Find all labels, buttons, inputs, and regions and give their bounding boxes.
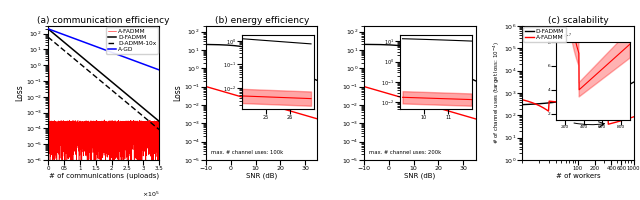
A-GD [77,40,85,42]
Text: max. # channel uses: 200k: max. # channel uses: 200k [369,150,441,155]
D-FADMM [611,94,618,96]
A-GD [68,37,76,39]
D-FADMM [156,120,163,123]
A-FADMM [46,131,54,134]
A-FADMM [102,124,110,126]
Legend: D-FADMM, A-FADMM: D-FADMM, A-FADMM [524,27,566,42]
A-FADMM [630,116,637,118]
Line: A-GD: A-GD [48,29,159,70]
D-FADMM [614,91,621,93]
A-GD [156,69,163,71]
Line: D-FADMM: D-FADMM [48,29,159,121]
D-FADMM [630,81,637,83]
D-FADMM [616,89,624,91]
D-FADMM [46,29,54,31]
A-FADMM [68,127,76,130]
A-GD [102,49,109,51]
A-FADMM [156,135,163,138]
X-axis label: SNR (dB): SNR (dB) [246,173,277,179]
Text: $\times10^5$: $\times10^5$ [141,189,159,199]
D-FADMM [611,93,618,96]
Y-axis label: # of channel uses (target loss: 10$^{-4}$): # of channel uses (target loss: 10$^{-4}… [492,42,502,144]
A-GD [44,28,52,30]
D-ADMM-10x [68,56,76,58]
A-FADMM [77,121,85,124]
A-FADMM [518,99,526,101]
A-FADMM [611,121,618,124]
D-FADMM [77,55,85,58]
D-FADMM [44,28,52,30]
X-axis label: SNR (dB): SNR (dB) [404,173,435,179]
D-FADMM [102,76,110,79]
Y-axis label: Loss: Loss [15,85,24,101]
Line: D-FADMM: D-FADMM [522,82,634,105]
A-FADMM [44,28,52,30]
Text: max. # channel uses: 100k: max. # channel uses: 100k [211,150,283,155]
D-ADMM-10x [156,129,163,131]
D-ADMM-10x [102,84,110,87]
D-FADMM [629,81,637,84]
D-ADMM-10x [102,84,109,86]
A-FADMM [102,132,109,134]
D-FADMM [518,103,526,106]
A-GD [102,49,110,52]
X-axis label: # of workers: # of workers [556,173,600,179]
D-ADMM-10x [77,63,85,66]
Y-axis label: Loss: Loss [173,85,182,101]
D-FADMM [68,48,76,50]
D-FADMM [102,75,109,78]
A-GD [46,28,54,31]
Title: (a) communication efficiency: (a) communication efficiency [37,16,170,25]
Title: (c) scalability: (c) scalability [548,16,608,25]
A-FADMM [46,159,54,161]
D-FADMM [77,55,85,58]
D-ADMM-10x [46,37,54,40]
D-ADMM-10x [44,36,52,38]
A-GD [77,40,85,42]
A-FADMM [77,126,85,128]
X-axis label: # of communications (uploads): # of communications (uploads) [49,173,159,179]
A-FADMM [616,120,624,122]
Line: A-FADMM: A-FADMM [48,29,159,160]
A-FADMM [625,117,632,120]
Line: D-ADMM-10x: D-ADMM-10x [48,37,159,130]
A-FADMM [614,121,621,123]
A-FADMM [611,121,618,124]
A-FADMM [629,116,637,118]
Title: (b) energy efficiency: (b) energy efficiency [214,16,309,25]
A-FADMM [604,123,612,125]
D-FADMM [625,84,632,86]
Line: A-FADMM: A-FADMM [522,100,634,124]
D-ADMM-10x [77,63,85,66]
Legend: A-FADMM, D-FADMM, D-ADMM-10x, A-GD: A-FADMM, D-FADMM, D-ADMM-10x, A-GD [106,27,158,54]
